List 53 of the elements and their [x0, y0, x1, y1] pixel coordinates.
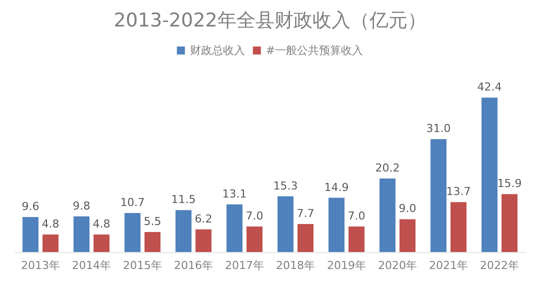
data-label: 7.0 [246, 210, 264, 223]
bar [278, 196, 294, 252]
bar [450, 202, 466, 252]
data-label: 10.7 [120, 196, 145, 210]
data-label: 13.1 [222, 187, 247, 200]
bar [196, 229, 212, 252]
bar [348, 226, 364, 252]
data-label: 6.2 [194, 212, 212, 226]
bar [144, 232, 160, 252]
bar [226, 204, 242, 252]
data-label: 4.8 [42, 218, 60, 231]
bar [124, 213, 140, 252]
chart-title: 2013-2022年全县财政收入（亿元） [114, 10, 426, 32]
bar [328, 198, 344, 252]
data-label: 20.2 [375, 161, 400, 174]
data-label: 42.4 [477, 80, 502, 94]
x-tick-label: 2022年 [480, 259, 519, 272]
x-tick-label: 2018年 [276, 259, 315, 272]
bar [22, 217, 38, 252]
data-label: 9.0 [398, 202, 416, 216]
x-tick-label: 2013年 [21, 259, 60, 272]
x-tick-label: 2020年 [378, 259, 417, 272]
bar [94, 234, 110, 252]
data-label: 9.8 [72, 199, 90, 212]
bar [298, 224, 314, 252]
bar [380, 178, 396, 252]
data-label: 4.8 [92, 218, 110, 231]
x-tick-label: 2019年 [327, 259, 366, 272]
bar [482, 98, 498, 252]
data-label: 15.3 [273, 179, 298, 192]
bar [502, 194, 518, 252]
x-tick-label: 2014年 [72, 259, 111, 272]
data-label: 7.7 [296, 206, 314, 220]
bar [400, 219, 416, 252]
x-tick-label: 2016年 [174, 259, 213, 272]
data-label: 31.0 [426, 122, 451, 136]
data-label: 14.9 [324, 180, 349, 194]
legend-label: 财政总收入 [190, 44, 245, 57]
data-label: 15.9 [497, 177, 522, 190]
legend-label: #一般公共预算收入 [266, 44, 364, 57]
bar [74, 216, 90, 252]
data-label: 9.6 [22, 200, 40, 214]
x-tick-label: 2017年 [225, 259, 264, 272]
data-label: 5.5 [144, 214, 162, 228]
bar [430, 139, 446, 252]
data-label: 13.7 [446, 185, 471, 198]
bar [246, 226, 262, 252]
data-label: 7.0 [348, 210, 366, 223]
data-label: 11.5 [171, 193, 196, 206]
bar [42, 234, 58, 252]
x-tick-label: 2015年 [123, 259, 162, 272]
bar [176, 210, 192, 252]
x-tick-label: 2021年 [429, 259, 468, 272]
